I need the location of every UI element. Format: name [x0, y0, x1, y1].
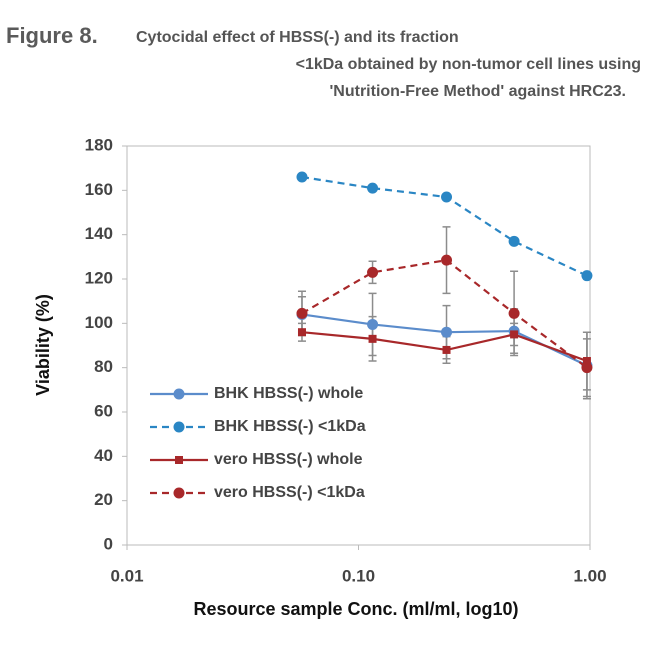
y-tick-label: 100 — [85, 313, 113, 332]
y-axis-label: Viability (%) — [33, 294, 53, 396]
legend-label: BHK HBSS(-) whole — [214, 385, 363, 402]
x-tick-label: 0.10 — [342, 566, 375, 585]
chart-title: Cytocidal effect of HBSS(-) and its frac… — [136, 29, 459, 46]
y-tick-label: 0 — [104, 534, 113, 553]
legend-label: vero HBSS(-) <1kDa — [214, 484, 365, 501]
data-point — [508, 307, 520, 319]
y-tick-label: 160 — [85, 180, 113, 199]
chart-title: <1kDa obtained by non-tumor cell lines u… — [296, 56, 641, 73]
data-point — [582, 357, 591, 366]
y-tick-label: 180 — [85, 135, 113, 154]
legend-marker — [173, 487, 185, 499]
y-tick-label: 140 — [85, 224, 113, 243]
data-point — [296, 171, 308, 183]
data-point — [368, 334, 377, 343]
x-tick-label: 0.01 — [110, 566, 143, 585]
x-tick-label: 1.00 — [573, 566, 606, 585]
data-point — [296, 307, 308, 319]
data-point — [581, 362, 593, 374]
y-tick-label: 60 — [94, 401, 113, 420]
legend-label: BHK HBSS(-) <1kDa — [214, 418, 366, 435]
data-point — [441, 254, 453, 266]
data-point — [508, 235, 520, 247]
legend-marker — [173, 388, 185, 400]
data-point — [441, 326, 453, 338]
data-point — [367, 266, 379, 278]
legend-label: vero HBSS(-) whole — [214, 451, 363, 468]
data-point — [442, 345, 451, 354]
y-tick-label: 80 — [94, 357, 113, 376]
y-tick-label: 40 — [94, 446, 113, 465]
y-tick-label: 120 — [85, 268, 113, 287]
legend-marker — [175, 456, 183, 464]
chart-title: 'Nutrition-Free Method' against HRC23. — [329, 83, 626, 100]
data-point — [510, 330, 519, 339]
data-point — [441, 191, 453, 203]
data-point — [367, 182, 379, 194]
data-point — [297, 328, 306, 337]
data-point — [367, 318, 379, 330]
y-tick-label: 20 — [94, 490, 113, 509]
data-point — [581, 270, 593, 282]
legend-marker — [173, 421, 185, 433]
x-axis-label: Resource sample Conc. (ml/ml, log10) — [193, 599, 518, 619]
figure-label: Figure 8. — [6, 23, 98, 48]
